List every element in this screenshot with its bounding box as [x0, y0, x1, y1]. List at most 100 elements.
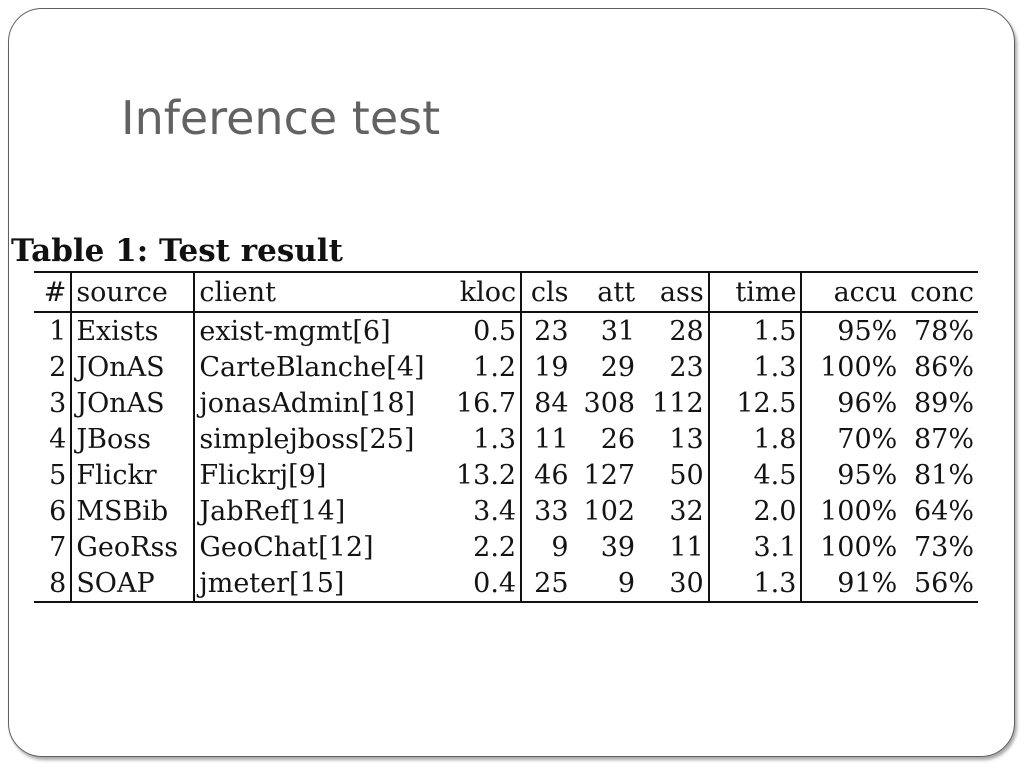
- cell-num: 6: [34, 493, 73, 529]
- cell-conc: 87%: [913, 423, 974, 455]
- cell-source: JOnAS: [71, 385, 196, 421]
- cell-att: 39: [600, 531, 636, 563]
- cell-accu: 100%: [820, 351, 898, 383]
- cell-source: MSBib: [71, 493, 196, 529]
- cell-ass: 13: [639, 421, 710, 457]
- cell-cls: 19: [534, 351, 569, 383]
- cell-att: 26: [600, 423, 636, 455]
- cell-client: exist-mgmt[6]: [199, 315, 391, 347]
- table-row: 7 GeoRss GeoChat[12] 2.2 9 39 11 3.1 100% 73%: [34, 529, 978, 565]
- cell-att: 29: [600, 351, 636, 383]
- cell-num: 8: [34, 565, 73, 603]
- cell-att: 31: [600, 315, 636, 347]
- cell-client: GeoChat[12]: [199, 531, 374, 563]
- cell-num: 3: [34, 385, 73, 421]
- cell-source: SOAP: [71, 565, 196, 603]
- cell-accu: 91%: [801, 565, 902, 603]
- cell-kloc: 1.2: [445, 349, 523, 385]
- cell-time: 1.5: [708, 312, 803, 349]
- cell-kloc: 16.7: [445, 385, 523, 421]
- cell-ass: 32: [639, 493, 710, 529]
- cell-conc: 86%: [913, 351, 974, 383]
- cell-client: JabRef[14]: [199, 495, 346, 527]
- cell-time: 1.3: [708, 565, 803, 603]
- table-row: 8 SOAP jmeter[15] 0.4 25 9 30 1.3 91% 56%: [34, 565, 978, 603]
- cell-time: 12.5: [708, 385, 803, 421]
- cell-conc: 64%: [913, 495, 974, 527]
- cell-ass: 11: [639, 529, 710, 565]
- cell-conc: 56%: [901, 565, 978, 603]
- cell-client: jmeter[15]: [194, 565, 446, 603]
- table-caption: Table 1: Test result: [11, 233, 343, 269]
- header-source: source: [71, 271, 196, 313]
- table-row: 4 JBoss simplejboss[25] 1.3 11 26 13 1.8 70% 87%: [34, 421, 978, 457]
- cell-att: 127: [583, 459, 636, 491]
- cell-source: JBoss: [71, 421, 196, 457]
- header-num: #: [34, 271, 73, 313]
- cell-ass: 112: [639, 385, 710, 421]
- cell-ass: 23: [639, 349, 710, 385]
- cell-accu: 100%: [820, 531, 898, 563]
- cell-num: 7: [34, 529, 73, 565]
- cell-time: 1.3: [708, 349, 803, 385]
- cell-ass: 50: [639, 457, 710, 493]
- header-ass: ass: [639, 271, 710, 313]
- cell-num: 1: [34, 312, 73, 349]
- cell-conc: 89%: [913, 387, 974, 419]
- cell-cls: 23: [534, 315, 569, 347]
- cell-kloc: 3.4: [445, 493, 523, 529]
- header-accu: accu: [801, 271, 902, 313]
- cell-ass: 28: [639, 312, 710, 349]
- table-header-row: # source client kloc cls att ass time ac…: [34, 271, 978, 313]
- cell-conc: 78%: [913, 315, 974, 347]
- cell-client: jonasAdmin[18]: [199, 387, 416, 419]
- cell-accu: 95%: [837, 315, 898, 347]
- cell-num: 4: [34, 421, 73, 457]
- table-row: 2 JOnAS CarteBlanche[4] 1.2 19 29 23 1.3 100% 86%: [34, 349, 978, 385]
- slide-frame: Inference test Table 1: Test result # so…: [8, 8, 1015, 757]
- cell-accu: 95%: [837, 459, 898, 491]
- table-row: 1 Exists exist-mgmt[6] 0.5 23 31 28 1.5 95% 78%: [34, 312, 978, 349]
- table-row: 3 JOnAS jonasAdmin[18] 16.7 84 308 112 12.5 96% 8…: [34, 385, 978, 421]
- cell-att: 102: [583, 495, 636, 527]
- cell-ass: 30: [639, 565, 710, 603]
- cell-cls: 33: [534, 495, 569, 527]
- cell-att: 308: [583, 387, 636, 419]
- cell-accu: 70%: [837, 423, 898, 455]
- cell-source: Exists: [71, 312, 196, 349]
- table-row: 6 MSBib JabRef[14] 3.4 33 102 32 2.0 100% 64%: [34, 493, 978, 529]
- header-time: time: [708, 271, 803, 313]
- cell-conc: 73%: [913, 531, 974, 563]
- table-body: 1 Exists exist-mgmt[6] 0.5 23 31 28 1.5 95% 78% 2 J…: [34, 312, 978, 603]
- cell-client: Flickrj[9]: [199, 459, 327, 491]
- cell-conc: 81%: [913, 459, 974, 491]
- cell-kloc: 2.2: [445, 529, 523, 565]
- cell-accu: 100%: [820, 495, 898, 527]
- header-client: client: [194, 271, 446, 313]
- cell-accu: 96%: [837, 387, 898, 419]
- header-conc: conc: [901, 271, 978, 313]
- cell-cls: 46: [534, 459, 569, 491]
- cell-kloc: 13.2: [445, 457, 523, 493]
- cell-client: CarteBlanche[4]: [199, 351, 425, 383]
- cell-time: 3.1: [708, 529, 803, 565]
- cell-kloc: 0.4: [445, 565, 523, 603]
- cell-source: GeoRss: [71, 529, 196, 565]
- cell-time: 4.5: [708, 457, 803, 493]
- test-result-table: # source client kloc cls att ass time ac…: [34, 271, 978, 603]
- slide-title: Inference test: [121, 91, 441, 145]
- cell-num: 2: [34, 349, 73, 385]
- cell-source: JOnAS: [71, 349, 196, 385]
- header-cls: cls: [521, 271, 573, 313]
- cell-cls: 9: [551, 531, 569, 563]
- cell-cls: 11: [534, 423, 569, 455]
- header-att: att: [572, 271, 640, 313]
- cell-cls: 84: [534, 387, 569, 419]
- cell-time: 1.8: [708, 421, 803, 457]
- cell-time: 2.0: [708, 493, 803, 529]
- cell-source: Flickr: [71, 457, 196, 493]
- cell-num: 5: [34, 457, 73, 493]
- cell-cls: 25: [521, 565, 573, 603]
- table-row: 5 Flickr Flickrj[9] 13.2 46 127 50 4.5 95% 81%: [34, 457, 978, 493]
- cell-att: 9: [572, 565, 640, 603]
